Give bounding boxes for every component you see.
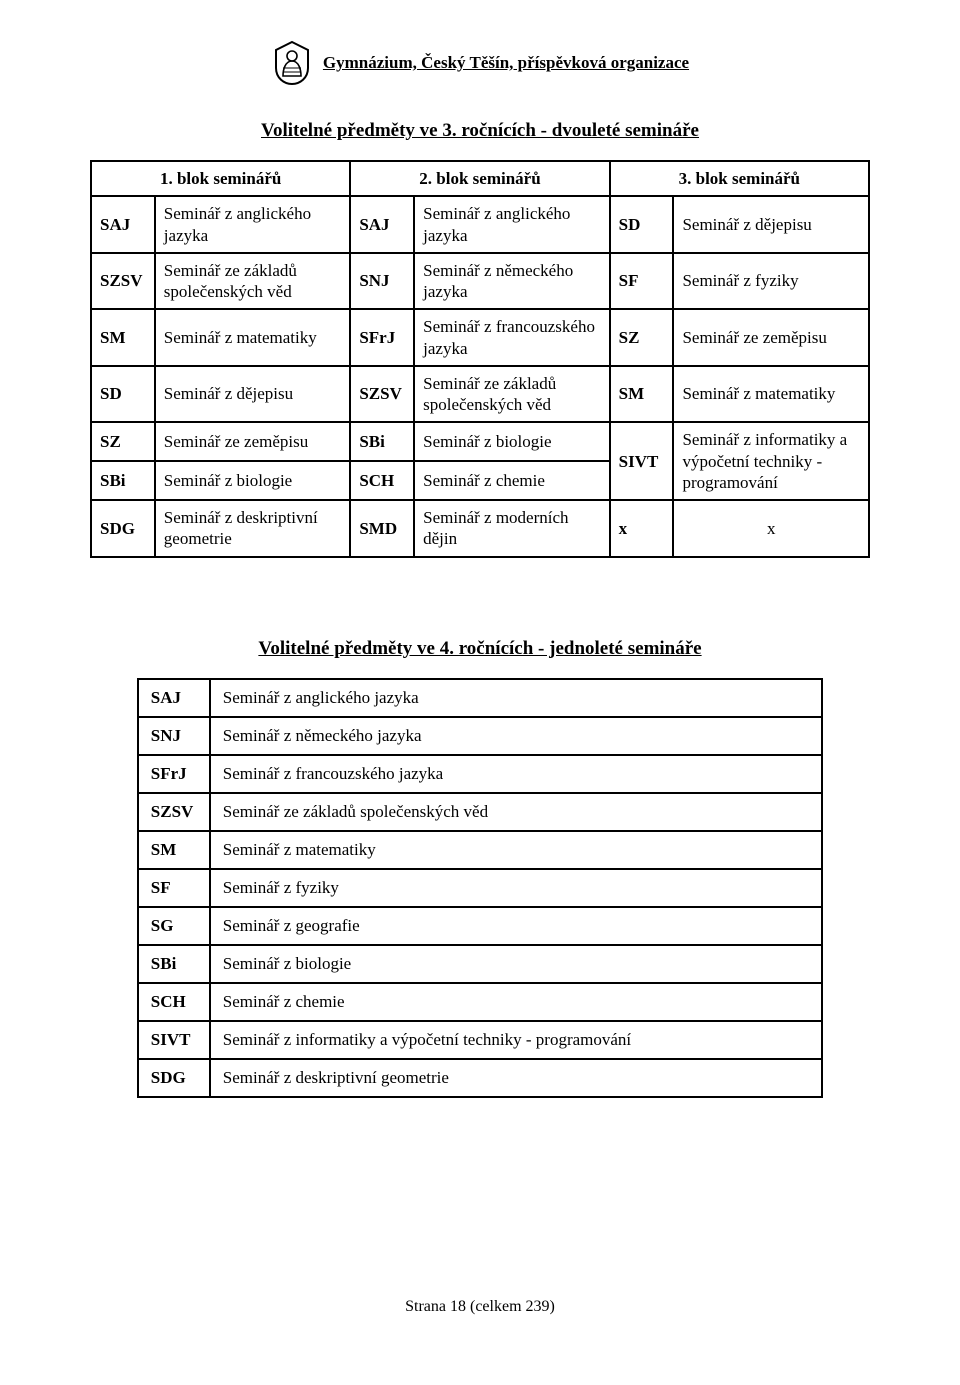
cell-name: Seminář z moderních dějin: [414, 500, 610, 557]
cell-name: Seminář z dějepisu: [673, 196, 869, 253]
table-row: SGSeminář z geografie: [138, 907, 822, 945]
cell-name: Seminář z chemie: [414, 461, 610, 500]
institution-name: Gymnázium, Český Těšín, příspěvková orga…: [323, 53, 689, 73]
seminars-table-4th-year: SAJSeminář z anglického jazykaSNJSeminář…: [137, 678, 823, 1098]
cell-code: SBi: [91, 461, 155, 500]
table-row: SZ Seminář ze zeměpisu SBi Seminář z bio…: [91, 422, 869, 461]
cell-code: SNJ: [138, 717, 210, 755]
cell-code: SAJ: [350, 196, 414, 253]
cell-code: SAJ: [138, 679, 210, 717]
cell-code: SG: [138, 907, 210, 945]
cell-name: Seminář z anglického jazyka: [210, 679, 822, 717]
cell-name: Seminář z matematiky: [210, 831, 822, 869]
table-row: SM Seminář z matematiky SFrJ Seminář z f…: [91, 309, 869, 366]
page-footer: Strana 18 (celkem 239): [90, 1298, 870, 1316]
table-row: SZSVSeminář ze základů společenských věd: [138, 793, 822, 831]
table-row: SIVTSeminář z informatiky a výpočetní te…: [138, 1021, 822, 1059]
table-row: SFSeminář z fyziky: [138, 869, 822, 907]
cell-code: SNJ: [350, 253, 414, 310]
cell-code: SIVT: [138, 1021, 210, 1059]
cell-code: SBi: [138, 945, 210, 983]
cell-code: SD: [91, 366, 155, 423]
cell-code: SZ: [91, 422, 155, 461]
seminars-table-3rd-year: 1. blok seminářů 2. blok seminářů 3. blo…: [90, 160, 870, 558]
cell-code: SDG: [138, 1059, 210, 1097]
section-title-1: Volitelné předměty ve 3. ročnících - dvo…: [90, 120, 870, 142]
cell-name: Seminář z biologie: [210, 945, 822, 983]
table-row: SDG Seminář z deskriptivní geometrie SMD…: [91, 500, 869, 557]
cell-code: SM: [138, 831, 210, 869]
table-row: SAJSeminář z anglického jazyka: [138, 679, 822, 717]
cell-name: Seminář z geografie: [210, 907, 822, 945]
cell-name: Seminář z informatiky a výpočetní techni…: [673, 422, 869, 500]
cell-code: SM: [91, 309, 155, 366]
cell-name: Seminář z biologie: [414, 422, 610, 461]
cell-code: SZSV: [138, 793, 210, 831]
cell-code: SD: [610, 196, 674, 253]
cell-code: SFrJ: [138, 755, 210, 793]
cell-name: Seminář z biologie: [155, 461, 351, 500]
cell-name: Seminář z francouzského jazyka: [414, 309, 610, 366]
cell-name: Seminář z německého jazyka: [210, 717, 822, 755]
cell-name: Seminář z matematiky: [155, 309, 351, 366]
table-row: SFrJSeminář z francouzského jazyka: [138, 755, 822, 793]
cell-code: SZSV: [350, 366, 414, 423]
page-header: Gymnázium, Český Těšín, příspěvková orga…: [90, 40, 870, 86]
school-logo-icon: [271, 40, 313, 86]
section-title-2: Volitelné předměty ve 4. ročnících - jed…: [90, 638, 870, 660]
table-row: SNJSeminář z německého jazyka: [138, 717, 822, 755]
cell-name: Seminář z anglického jazyka: [414, 196, 610, 253]
table-row: SZSV Seminář ze základů společenských vě…: [91, 253, 869, 310]
cell-name: Seminář z fyziky: [673, 253, 869, 310]
cell-name: Seminář ze zeměpisu: [673, 309, 869, 366]
page: Gymnázium, Český Těšín, příspěvková orga…: [0, 0, 960, 1385]
cell-code: SCH: [350, 461, 414, 500]
block-2-header: 2. blok seminářů: [350, 161, 609, 196]
cell-name: Seminář ze základů společenských věd: [414, 366, 610, 423]
cell-name: x: [673, 500, 869, 557]
cell-code: SF: [138, 869, 210, 907]
cell-name: Seminář z matematiky: [673, 366, 869, 423]
cell-name: Seminář ze zeměpisu: [155, 422, 351, 461]
table-row: SMSeminář z matematiky: [138, 831, 822, 869]
cell-code: SM: [610, 366, 674, 423]
cell-code: SZ: [610, 309, 674, 366]
table-row: SBiSeminář z biologie: [138, 945, 822, 983]
cell-name: Seminář z fyziky: [210, 869, 822, 907]
cell-name: Seminář ze základů společenských věd: [155, 253, 351, 310]
cell-name: Seminář z anglického jazyka: [155, 196, 351, 253]
table-row: SCHSeminář z chemie: [138, 983, 822, 1021]
block-3-header: 3. blok seminářů: [610, 161, 869, 196]
table-row: SD Seminář z dějepisu SZSV Seminář ze zá…: [91, 366, 869, 423]
table-row: SAJ Seminář z anglického jazyka SAJ Semi…: [91, 196, 869, 253]
cell-code: SAJ: [91, 196, 155, 253]
cell-name: Seminář z chemie: [210, 983, 822, 1021]
cell-code: SMD: [350, 500, 414, 557]
cell-code: SFrJ: [350, 309, 414, 366]
cell-code: SCH: [138, 983, 210, 1021]
cell-name: Seminář z dějepisu: [155, 366, 351, 423]
table-header-row: 1. blok seminářů 2. blok seminářů 3. blo…: [91, 161, 869, 196]
cell-code: SF: [610, 253, 674, 310]
cell-name: Seminář z německého jazyka: [414, 253, 610, 310]
cell-code: SZSV: [91, 253, 155, 310]
cell-code: SIVT: [610, 422, 674, 500]
cell-code: SDG: [91, 500, 155, 557]
table-row: SDGSeminář z deskriptivní geometrie: [138, 1059, 822, 1097]
cell-name: Seminář z deskriptivní geometrie: [210, 1059, 822, 1097]
cell-code: SBi: [350, 422, 414, 461]
block-1-header: 1. blok seminářů: [91, 161, 350, 196]
cell-name: Seminář z deskriptivní geometrie: [155, 500, 351, 557]
cell-code: x: [610, 500, 674, 557]
cell-name: Seminář z informatiky a výpočetní techni…: [210, 1021, 822, 1059]
cell-name: Seminář z francouzského jazyka: [210, 755, 822, 793]
cell-name: Seminář ze základů společenských věd: [210, 793, 822, 831]
